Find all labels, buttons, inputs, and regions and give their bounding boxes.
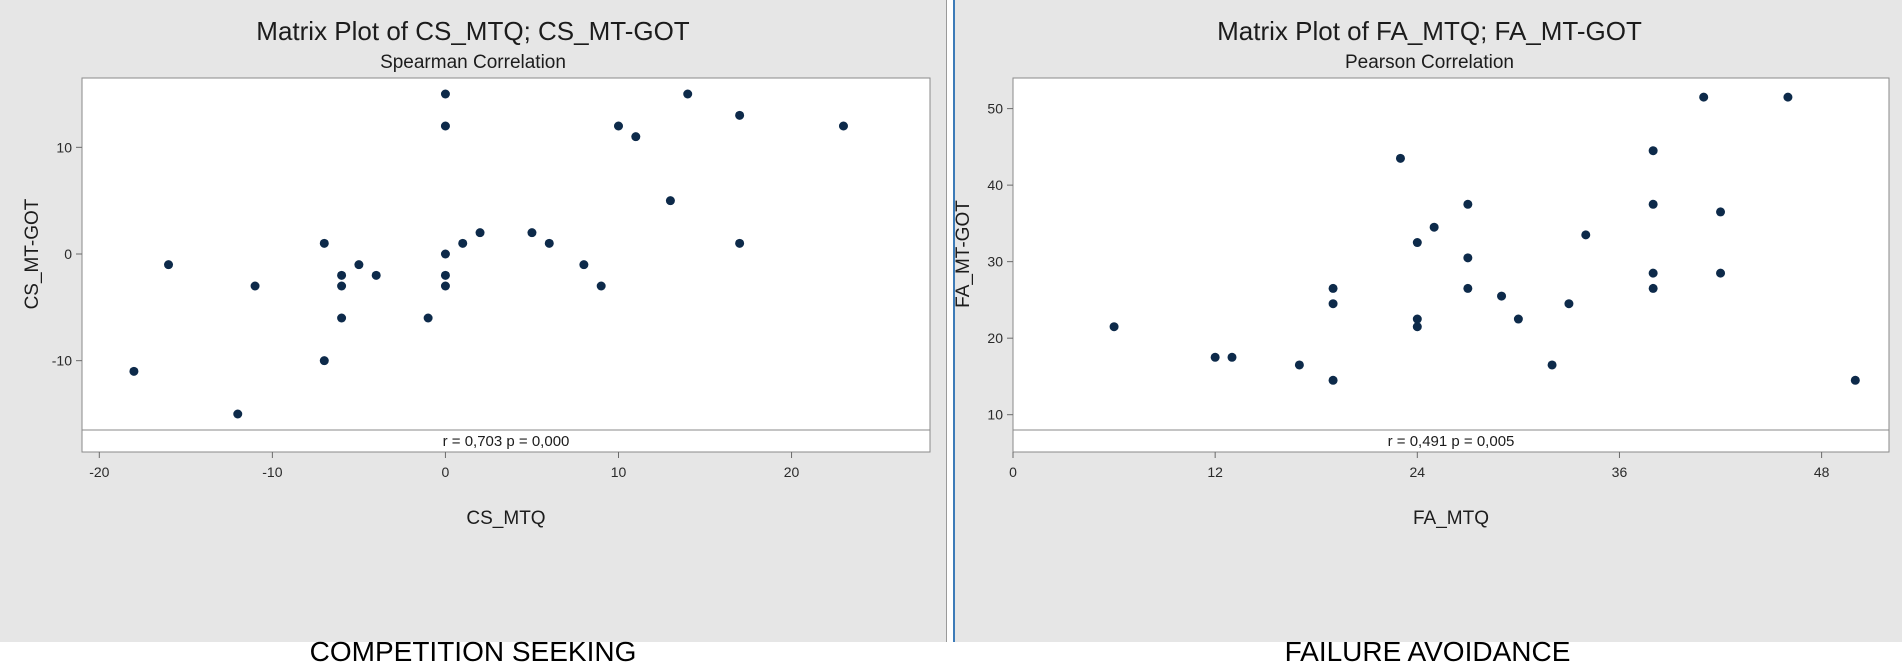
y-tick-label: 10 (56, 139, 72, 155)
x-tick-label: 0 (1009, 464, 1017, 480)
plot-area (1012, 77, 1890, 453)
data-point (665, 196, 675, 206)
x-tick-label: 24 (1410, 464, 1426, 480)
data-point (1497, 291, 1507, 301)
data-point (1463, 253, 1473, 263)
data-point (1109, 322, 1119, 332)
data-point (1328, 375, 1338, 385)
data-point (1429, 222, 1439, 232)
data-point (1513, 314, 1523, 324)
y-tick-label: 20 (987, 330, 1003, 346)
data-point (1564, 299, 1574, 309)
y-tick-label: -10 (52, 353, 72, 369)
data-point (596, 281, 606, 291)
x-axis-label: CS_MTQ (466, 508, 545, 529)
y-axis-label: CS_MT-GOT (22, 198, 43, 309)
data-point (1648, 199, 1658, 209)
plot-area (81, 77, 931, 453)
x-tick-label: 36 (1612, 464, 1628, 480)
y-tick-label: 30 (987, 254, 1003, 270)
data-point (735, 110, 745, 120)
chart-subtitle: Pearson Correlation (1345, 52, 1514, 73)
data-point (319, 356, 329, 366)
x-axis-label: FA_MTQ (1413, 508, 1489, 529)
data-point (527, 228, 537, 238)
data-point (233, 409, 243, 419)
data-point (440, 270, 450, 280)
y-axis-label: FA_MT-GOT (955, 200, 974, 308)
scatter-plot-failure-avoidance: r = 0,491 p = 0,005 0 12 24 36 48 10 20 30 40 50 FA… (955, 77, 1890, 529)
chart-panel-competition-seeking: Matrix Plot of CS_MTQ; CS_MT-GOT Spearma… (0, 0, 947, 642)
scatter-plot-competition-seeking: r = 0,703 p = 0,000 -20 -10 0 10 20 -10 0 10 CS_M… (22, 77, 931, 529)
data-point (1850, 375, 1860, 385)
caption-failure-avoidance: FAILURE AVOIDANCE (1284, 636, 1571, 667)
data-point (1412, 322, 1422, 332)
y-tick-label: 50 (987, 101, 1003, 117)
data-point (1699, 92, 1709, 102)
data-point (1227, 352, 1237, 362)
data-point (1783, 92, 1793, 102)
data-point (1463, 199, 1473, 209)
data-point (440, 281, 450, 291)
data-point (371, 270, 381, 280)
data-point (250, 281, 260, 291)
chart-panel-failure-avoidance: Matrix Plot of FA_MTQ; FA_MT-GOT Pearson… (953, 0, 1902, 642)
data-point (683, 89, 693, 99)
data-point (129, 366, 139, 376)
data-point (440, 249, 450, 259)
data-point (1395, 153, 1405, 163)
data-point (1412, 238, 1422, 248)
data-point (337, 281, 347, 291)
chart-title: Matrix Plot of CS_MTQ; CS_MT-GOT (256, 16, 690, 46)
data-point (458, 238, 468, 248)
correlation-annotation: r = 0,703 p = 0,000 (443, 433, 570, 450)
x-tick-label: 20 (784, 464, 800, 480)
x-tick-label: 12 (1207, 464, 1223, 480)
data-point (544, 238, 554, 248)
data-point (631, 132, 641, 142)
data-point (1210, 352, 1220, 362)
data-point (838, 121, 848, 131)
data-point (1463, 283, 1473, 293)
data-point (354, 260, 364, 270)
x-tick-label: 10 (611, 464, 627, 480)
y-tick-label: 10 (987, 407, 1003, 423)
data-point (1328, 299, 1338, 309)
data-point (164, 260, 174, 270)
data-point (1412, 314, 1422, 324)
data-point (1716, 207, 1726, 217)
data-point (475, 228, 485, 238)
data-point (440, 121, 450, 131)
data-point (337, 270, 347, 280)
x-tick-label: -10 (262, 464, 282, 480)
correlation-annotation: r = 0,491 p = 0,005 (1388, 433, 1515, 450)
data-point (1648, 146, 1658, 156)
data-point (1648, 283, 1658, 293)
chart-title: Matrix Plot of FA_MTQ; FA_MT-GOT (1217, 16, 1642, 46)
data-point (1716, 268, 1726, 278)
caption-competition-seeking: COMPETITION SEEKING (309, 636, 637, 667)
data-point (1581, 230, 1591, 240)
data-point (337, 313, 347, 323)
data-point (1547, 360, 1557, 370)
data-point (1648, 268, 1658, 278)
x-tick-label: 0 (442, 464, 450, 480)
x-tick-label: -20 (89, 464, 109, 480)
data-point (423, 313, 433, 323)
data-point (579, 260, 589, 270)
y-tick-label: 0 (64, 246, 72, 262)
x-tick-label: 48 (1814, 464, 1830, 480)
y-tick-label: 40 (987, 177, 1003, 193)
data-point (735, 238, 745, 248)
chart-subtitle: Spearman Correlation (380, 52, 566, 73)
data-point (319, 238, 329, 248)
data-point (1294, 360, 1304, 370)
data-point (613, 121, 623, 131)
data-point (440, 89, 450, 99)
data-point (1328, 283, 1338, 293)
